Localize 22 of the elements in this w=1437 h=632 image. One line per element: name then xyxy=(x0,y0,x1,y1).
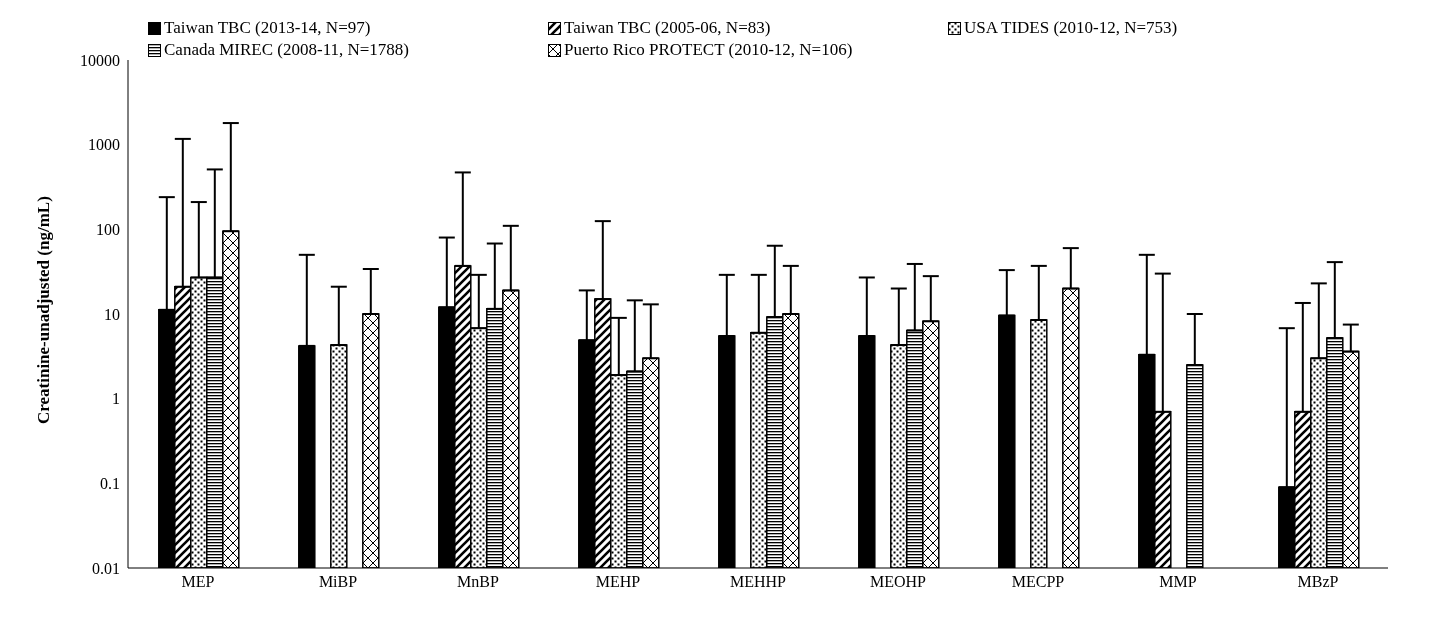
x-tick-label: MEP xyxy=(181,573,215,591)
legend-label: Canada MIREC (2008-11, N=1788) xyxy=(164,40,410,60)
x-tick-label: MEHP xyxy=(595,573,641,591)
x-tick-label: MiBP xyxy=(318,573,358,591)
y-tick-label: 10 xyxy=(104,305,120,323)
y-tick-label: 100 xyxy=(96,221,120,239)
x-tick-label: MMP xyxy=(1159,573,1197,591)
y-tick-label: 0.1 xyxy=(100,475,120,493)
legend-label: Puerto Rico PROTECT (2010-12, N=106) xyxy=(564,40,853,60)
y-tick-label: 10000 xyxy=(80,51,120,69)
y-tick-label: 0.01 xyxy=(92,559,120,577)
y-tick-label: 1 xyxy=(112,390,120,408)
y-axis-title: Creatinine-unadjusted (ng/mL) xyxy=(34,196,54,424)
x-tick-label: MEHHP xyxy=(729,573,787,591)
legend-label: Taiwan TBC (2013-14, N=97) xyxy=(164,18,371,38)
y-tick-label: 1000 xyxy=(88,136,120,154)
x-tick-label: MEOHP xyxy=(869,573,927,591)
legend-label: USA TIDES (2010-12, N=753) xyxy=(964,18,1178,38)
x-tick-label: MBzP xyxy=(1297,573,1339,591)
legend-label: Taiwan TBC (2005-06, N=83) xyxy=(564,18,771,38)
x-tick-label: MnBP xyxy=(457,573,499,591)
x-tick-label: MECPP xyxy=(1011,573,1065,591)
